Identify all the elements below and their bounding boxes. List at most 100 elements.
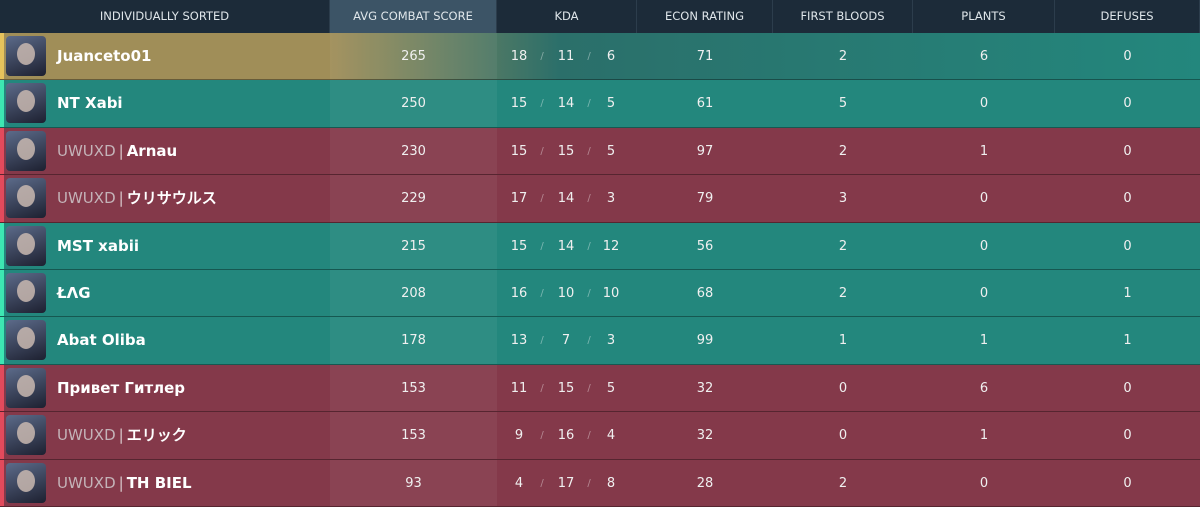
tag-separator: |: [118, 426, 124, 445]
agent-avatar: [6, 462, 46, 503]
defuses: 0: [1123, 475, 1132, 491]
player-name-text: Juanceto01: [57, 47, 152, 65]
avg-combat-score: 215: [401, 238, 426, 254]
player-row[interactable]: UWUXD | エリック 153 9 / 16 / 4 32 0 1 0: [0, 412, 1200, 460]
deaths: 14: [557, 191, 575, 207]
defuses: 0: [1123, 143, 1132, 159]
plants: 0: [979, 475, 989, 491]
deaths: 16: [557, 428, 575, 444]
first-bloods: 1: [838, 333, 848, 349]
team-stripe: [0, 412, 4, 459]
player-name: Привет Гитлер: [57, 365, 185, 412]
player-row[interactable]: Привет Гитлер 153 11 / 15 / 5 32 0 6 0: [0, 364, 1200, 413]
deaths: 17: [557, 475, 575, 491]
kda-separator: /: [587, 145, 591, 157]
team-stripe: [0, 270, 4, 317]
player-name: MST xabii: [57, 223, 139, 270]
kda-separator: /: [540, 430, 544, 442]
econ-rating: 99: [696, 333, 714, 349]
column-header[interactable]: PLANTS: [913, 0, 1055, 33]
sorted-column-band: [330, 364, 497, 412]
defuses: 1: [1123, 286, 1132, 301]
assists: 3: [606, 333, 616, 349]
kda-separator: /: [540, 335, 544, 347]
player-row[interactable]: MST xabii 215 15 / 14 / 12 56 2 0 0: [0, 222, 1200, 270]
column-header[interactable]: FIRST BLOODS: [773, 0, 913, 33]
player-row[interactable]: NT Xabi 250 15 / 14 / 5 61 5 0 0: [0, 80, 1200, 128]
kda-separator: /: [587, 98, 591, 110]
kda-separator: /: [540, 240, 544, 252]
assists: 10: [602, 286, 620, 301]
player-name: NT Xabi: [57, 80, 123, 127]
team-tag: UWUXD: [57, 473, 116, 492]
avg-combat-score: 208: [401, 286, 426, 301]
kills: 18: [510, 49, 528, 64]
defuses: 0: [1123, 191, 1132, 207]
kda-separator: /: [587, 477, 591, 489]
plants: 1: [979, 143, 989, 159]
kda-separator: /: [587, 288, 591, 299]
tag-separator: |: [118, 189, 124, 208]
sorted-column-band: [330, 459, 497, 506]
player-row[interactable]: UWUXD | ウリサウルス 229 17 / 14 / 3 79 3 0 0: [0, 175, 1200, 223]
player-name-text: Abat Oliba: [57, 331, 146, 350]
kills: 4: [514, 475, 524, 491]
column-header[interactable]: KDA: [497, 0, 637, 33]
team-stripe: [0, 33, 4, 80]
player-row[interactable]: UWUXD | TH BIEL 93 4 / 17 / 8 28 2 0 0: [0, 459, 1200, 507]
kda-separator: /: [540, 288, 544, 299]
agent-avatar: [6, 415, 46, 456]
team-stripe: [0, 127, 4, 175]
defuses: 0: [1123, 96, 1132, 112]
first-bloods: 2: [838, 143, 848, 159]
plants: 0: [979, 286, 989, 301]
player-row[interactable]: Abat Oliba 178 13 / 7 / 3 99 1 1 1: [0, 317, 1200, 365]
kills: 11: [510, 380, 528, 396]
kda-separator: /: [587, 430, 591, 442]
sorted-column-band: [330, 412, 497, 459]
team-stripe: [0, 317, 4, 364]
kda-separator: /: [540, 145, 544, 157]
sorted-column-band: [330, 80, 497, 127]
player-row[interactable]: Juanceto01 265 18 / 11 / 6 71 2 6 0: [0, 33, 1200, 81]
sorted-column-band: [330, 222, 497, 269]
deaths: 15: [557, 143, 575, 159]
avg-combat-score: 250: [401, 96, 426, 112]
player-name: Juanceto01: [57, 33, 151, 80]
defuses: 1: [1123, 333, 1132, 349]
agent-avatar: [6, 273, 46, 313]
econ-rating: 79: [696, 191, 714, 207]
agent-avatar: [6, 178, 46, 219]
column-header[interactable]: ECON RATING: [637, 0, 773, 33]
column-header[interactable]: INDIVIDUALLY SORTED: [0, 0, 330, 33]
tag-separator: |: [118, 473, 124, 492]
plants: 0: [979, 238, 989, 254]
agent-avatar: [6, 367, 46, 408]
assists: 4: [606, 428, 616, 444]
deaths: 7: [561, 333, 571, 349]
player-name-text: Привет Гитлер: [57, 378, 186, 397]
first-bloods: 5: [838, 96, 848, 112]
player-row[interactable]: UWUXD | Arnau 230 15 / 15 / 5 97 2 1 0: [0, 127, 1200, 176]
agent-avatar: [6, 36, 46, 76]
kda-separator: /: [587, 240, 591, 252]
econ-rating: 28: [696, 475, 714, 491]
econ-rating: 97: [696, 143, 714, 159]
first-bloods: 2: [838, 49, 848, 64]
column-header[interactable]: AVG COMBAT SCORE: [330, 0, 497, 33]
assists: 6: [606, 49, 616, 64]
team-tag: UWUXD: [57, 426, 116, 445]
column-header[interactable]: DEFUSES: [1055, 0, 1200, 33]
team-stripe: [0, 80, 4, 127]
plants: 0: [979, 191, 989, 207]
first-bloods: 0: [838, 380, 848, 396]
kills: 15: [510, 143, 528, 159]
avg-combat-score: 153: [401, 380, 426, 396]
kda-separator: /: [540, 477, 544, 489]
defuses: 0: [1123, 380, 1132, 396]
player-name-text: ŁΛG: [57, 284, 91, 302]
sorted-column-band: [330, 33, 497, 80]
kda-separator: /: [587, 382, 591, 394]
player-row[interactable]: ŁΛG 208 16 / 10 / 10 68 2 0 1: [0, 270, 1200, 318]
kills: 15: [510, 96, 528, 112]
